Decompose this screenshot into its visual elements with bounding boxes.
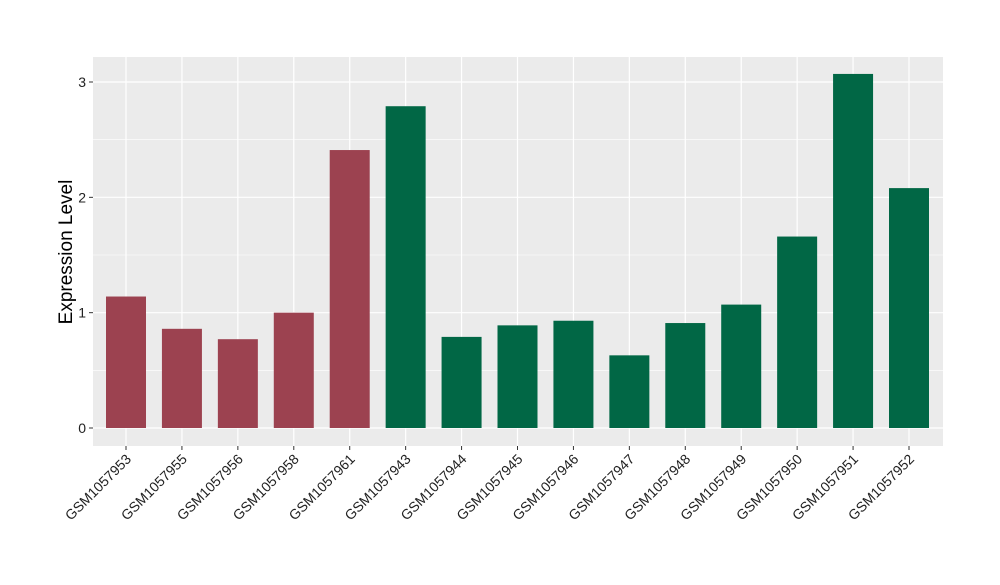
y-tick-label: 2 — [78, 189, 86, 205]
x-axis: GSM1057953GSM1057955GSM1057956GSM1057958… — [62, 446, 917, 523]
bar-GSM1057949 — [721, 304, 762, 428]
y-tick-label: 1 — [78, 305, 86, 321]
bar-GSM1057950 — [777, 236, 818, 428]
bar-GSM1057953 — [106, 296, 146, 428]
bar-GSM1057951 — [833, 73, 874, 428]
y-axis-label: Expression Level — [56, 180, 77, 325]
y-axis: 0 1 2 3 — [78, 74, 93, 436]
y-tick-label: 3 — [78, 74, 86, 90]
bar-GSM1057945 — [497, 325, 538, 428]
bar-GSM1057946 — [553, 320, 594, 428]
bar-GSM1057955 — [161, 328, 202, 428]
bar-GSM1057961 — [329, 150, 370, 428]
bar-GSM1057947 — [609, 355, 650, 428]
bar-GSM1057958 — [273, 312, 314, 428]
y-tick-label: 0 — [78, 420, 86, 436]
bars — [106, 73, 929, 428]
bar-GSM1057944 — [441, 336, 482, 428]
bar-GSM1057948 — [665, 323, 706, 428]
bar-GSM1057943 — [385, 106, 426, 428]
bar-GSM1057956 — [217, 339, 258, 428]
bar-GSM1057952 — [889, 188, 929, 428]
